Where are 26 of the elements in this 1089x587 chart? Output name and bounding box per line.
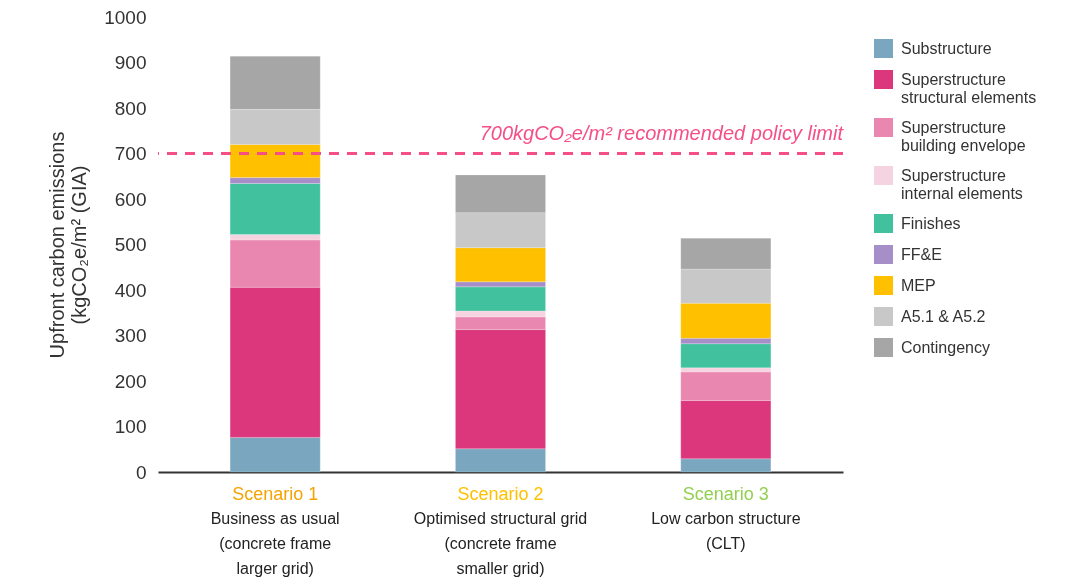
- legend-label: Finishes: [901, 214, 961, 232]
- legend-label: Contingency: [901, 338, 990, 356]
- y-tick-label: 500: [114, 234, 147, 255]
- y-tick-label: 1000: [104, 6, 147, 28]
- category-label: Scenario 1 Business as usual (concrete frame larger grid): [210, 484, 340, 577]
- bar: [680, 343, 772, 369]
- y-tick-label: 700: [114, 143, 147, 164]
- legend-label: MEP: [901, 276, 936, 294]
- y-axis-title: Upfront carbon emissions (kgCO₂e/m² (GIA): [46, 131, 91, 359]
- y-tick-label: 400: [114, 279, 147, 301]
- y-tick-label: 0: [135, 461, 147, 483]
- ref-line-label: 700kgCO₂e/m² recommended policy limit: [479, 121, 845, 144]
- y-tick-label: 200: [114, 370, 147, 392]
- y-tick-label: 300: [114, 325, 147, 346]
- y-tick-label: 100: [114, 416, 147, 437]
- y-tick-label: 800: [114, 97, 147, 119]
- legend-label: Superstructure building envelope: [901, 118, 1026, 154]
- legend-label: Superstructure structural elements: [901, 70, 1037, 106]
- legend-label: A5.1 & A5.2: [901, 307, 986, 325]
- legend-label: Superstructure internal elements: [901, 166, 1023, 202]
- legend-label: Substructure: [901, 39, 992, 57]
- y-tick-label: 900: [114, 52, 147, 73]
- category-label: Scenario 2 Optimised structural grid (concrete frame smaller grid): [413, 484, 588, 577]
- legend-label: FF&E: [901, 245, 942, 263]
- y-tick-label: 600: [114, 188, 147, 210]
- category-label: Scenario 3 Low carbon structure (CLT): [651, 484, 801, 552]
